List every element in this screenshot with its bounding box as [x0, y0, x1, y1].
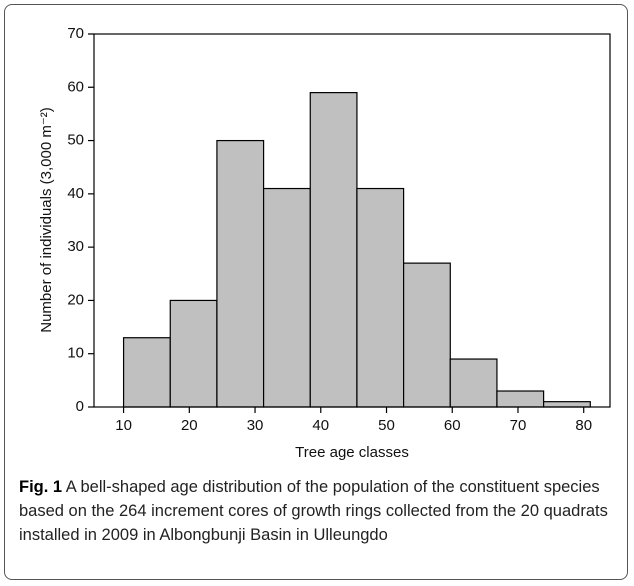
- y-tick-label: 30: [67, 238, 84, 255]
- x-tick-label: 30: [247, 417, 264, 434]
- bar: [216, 139, 265, 408]
- caption-label: Fig. 1: [19, 478, 63, 496]
- y-axis-label: Number of individuals (3,000 m⁻²): [38, 107, 55, 333]
- y-tick-label: 60: [67, 78, 84, 95]
- bar: [169, 299, 218, 408]
- chart: Number of individuals (3,000 m⁻²) Tree a…: [38, 25, 611, 461]
- y-tick-label: 40: [67, 185, 84, 202]
- bar: [262, 187, 311, 408]
- bar: [356, 187, 405, 408]
- figure: Number of individuals (3,000 m⁻²) Tree a…: [4, 4, 628, 580]
- y-tick-label: 10: [67, 345, 84, 362]
- y-tick-label: 50: [67, 132, 84, 149]
- x-tick-label: 20: [181, 417, 198, 434]
- x-tick-label: 10: [115, 417, 132, 434]
- x-tick-label: 70: [510, 417, 527, 434]
- bar: [496, 390, 545, 408]
- bar: [309, 92, 358, 408]
- caption: Fig. 1 A bell-shaped age distribution of…: [19, 475, 615, 547]
- x-tick-label: 80: [575, 417, 592, 434]
- plot-frame: [93, 33, 611, 408]
- bar: [122, 337, 171, 408]
- bar: [449, 358, 498, 408]
- x-axis-label: Tree age classes: [295, 444, 409, 461]
- caption-text: A bell-shaped age distribution of the po…: [19, 478, 608, 544]
- x-tick-label: 40: [312, 417, 329, 434]
- y-tick-label: 0: [76, 398, 84, 415]
- bar: [403, 262, 451, 408]
- x-tick-label: 60: [444, 417, 461, 434]
- bar: [543, 401, 591, 408]
- x-tick-label: 50: [378, 417, 395, 434]
- y-tick-label: 70: [67, 25, 84, 42]
- y-tick-label: 20: [67, 291, 84, 308]
